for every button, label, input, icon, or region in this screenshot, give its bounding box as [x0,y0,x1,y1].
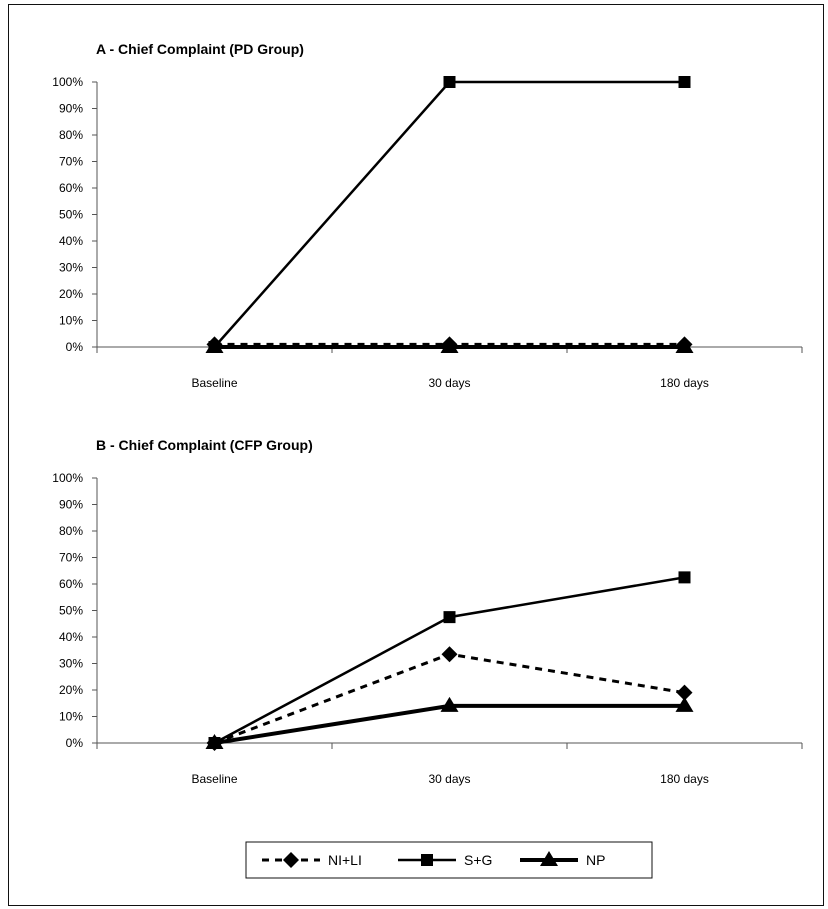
x-tick-label: 30 days [428,772,470,786]
y-tick-label: 50% [59,208,83,222]
y-tick-label: 50% [59,604,83,618]
data-point-np [205,734,224,749]
x-tick-label: 180 days [660,376,709,390]
data-point-s-g [443,611,456,624]
x-tick-label: Baseline [191,772,237,786]
y-tick-label: 0% [66,340,84,354]
y-tick-label: 70% [59,155,83,169]
x-tick-label: 180 days [660,772,709,786]
legend-marker-triangle [540,851,558,866]
series-line-s-g [213,80,685,348]
data-point-np [675,338,694,353]
legend-marker-square [421,854,433,866]
y-tick-label: 30% [59,657,83,671]
y-tick-label: 20% [59,683,83,697]
chart-legend: NI+LI S+G NP [245,841,653,879]
data-point-ni-li [441,646,458,663]
y-tick-label: 20% [59,287,83,301]
data-point-s-g [678,76,691,88]
y-tick-label: 10% [59,710,83,724]
data-point-s-g [443,76,456,88]
y-tick-label: 10% [59,314,83,328]
y-tick-label: 0% [66,736,84,750]
legend-label: S+G [464,852,492,868]
y-tick-label: 80% [59,128,83,142]
data-point-np [440,338,459,353]
y-tick-label: 30% [59,261,83,275]
legend-label: NI+LI [328,852,362,868]
data-point-np [440,696,459,712]
y-tick-label: 100% [52,75,83,89]
data-point-s-g [678,571,691,584]
y-tick-label: 40% [59,630,83,644]
y-tick-label: 80% [59,524,83,538]
y-tick-label: 60% [59,181,83,195]
chart-title: A - Chief Complaint (PD Group) [96,41,304,57]
y-tick-label: 90% [59,498,83,512]
legend-marker-diamond [283,852,299,868]
data-point-np [205,338,224,353]
chart-panel-b: B - Chief Complaint (CFP Group) 0% 10% 20% 3… [52,437,803,786]
y-tick-label: 70% [59,551,83,565]
y-tick-label: 90% [59,102,83,116]
chart-title: B - Chief Complaint (CFP Group) [96,437,313,453]
y-tick-label: 40% [59,234,83,248]
x-tick-label: 30 days [428,376,470,390]
legend-label: NP [586,852,605,868]
y-tick-label: 60% [59,577,83,591]
data-point-np [675,696,694,712]
x-tick-label: Baseline [191,376,237,390]
data-point-ni-li [676,684,693,701]
figure-frame [8,4,824,906]
y-tick-label: 100% [52,471,83,485]
chart-panel-a: A - Chief Complaint (PD Group) 0% 10% 20% 30… [52,41,803,390]
